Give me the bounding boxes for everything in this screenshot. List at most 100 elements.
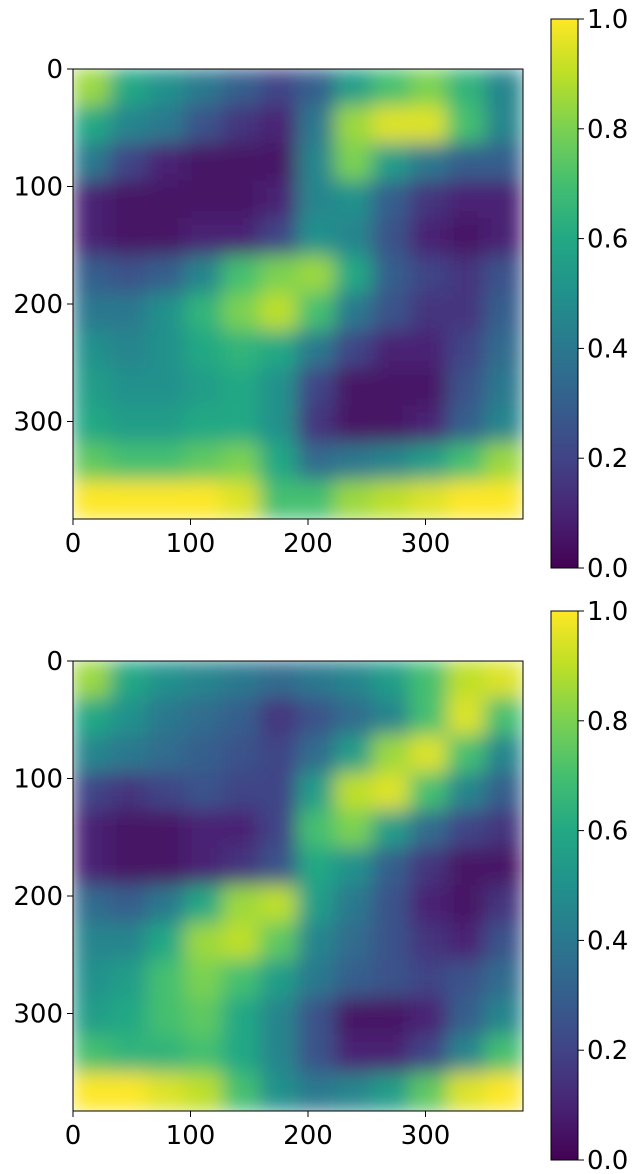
heatmap-cell [409,143,449,183]
heatmap-cell [222,330,262,370]
heatmap-cell [184,997,224,1037]
colorbar-1: 0.0 0.2 0.4 0.6 0.8 1.0 [550,5,628,584]
heatmap-cell [484,960,523,1000]
heatmap-2-x-axis: 0 100 200 300 [65,1111,450,1151]
heatmap-cell [334,847,374,887]
heatmap-cell [147,105,187,145]
heatmap-cell [184,180,224,220]
heatmap-cell [334,105,374,145]
heatmap-cell [222,255,262,295]
heatmap-cell [297,847,337,887]
heatmap-cell [147,810,187,850]
heatmap-cell [73,293,112,333]
heatmap-cell [297,330,337,370]
heatmap-cell [109,847,149,887]
heatmap-cell [184,960,224,1000]
heatmap-cell [147,735,187,775]
heatmap-cell [372,885,412,925]
heatmap-cell [259,810,299,850]
heatmap-cell [259,180,299,220]
heatmap-cell [222,697,262,737]
heatmap-cell [484,697,523,737]
heatmap-cell [297,772,337,812]
y-tick-label: 300 [13,1000,63,1030]
heatmap-cell [372,1035,412,1075]
heatmap-cell [372,810,412,850]
heatmap-cell [222,922,262,962]
heatmap-cell [409,330,449,370]
heatmap-cell [184,847,224,887]
heatmap-cell [372,180,412,220]
heatmap-cell [447,368,487,408]
heatmap-cell [334,1072,374,1111]
heatmap-cell [109,1035,149,1075]
heatmap-cell [184,697,224,737]
x-tick-label: 200 [283,529,333,559]
heatmap-cell [297,960,337,1000]
heatmap-cell [334,293,374,333]
heatmap-cell [447,180,487,220]
y-tick-label: 200 [13,882,63,912]
heatmap-cell [297,1035,337,1075]
heatmap-cell [184,218,224,258]
heatmap-cell [147,143,187,183]
heatmap-cell [73,368,112,408]
heatmap-cell [222,218,262,258]
heatmap-cell [372,922,412,962]
heatmap-cell [184,293,224,333]
heatmap-cell [109,105,149,145]
heatmap-cell [259,847,299,887]
heatmap-cell [484,480,523,519]
heatmap-cell [447,218,487,258]
heatmap-cell [109,443,149,483]
heatmap-cell [147,443,187,483]
heatmap-cell [372,368,412,408]
heatmap-cell [147,255,187,295]
heatmap-cell [109,697,149,737]
heatmap-1-x-axis: 0 100 200 300 [65,519,450,559]
heatmap-cell [484,443,523,483]
heatmap-cell [484,143,523,183]
heatmap-cell [484,997,523,1037]
heatmap-cell [222,772,262,812]
colorbar-tick-label: 0.8 [587,707,628,737]
heatmap-cell [184,405,224,445]
heatmap-cell [222,661,262,700]
colorbar-tick-label: 0.6 [587,225,628,255]
heatmap-cell [73,1035,112,1075]
heatmap-cell [297,480,337,519]
heatmap-cell [372,661,412,700]
heatmap-cell [259,661,299,700]
heatmap-cell [334,143,374,183]
y-tick-label: 300 [13,408,63,438]
heatmap-cell [447,1035,487,1075]
heatmap-cell [409,443,449,483]
heatmap-cell [259,105,299,145]
heatmap-cell [222,69,262,108]
heatmap-cell [334,69,374,108]
x-tick-label: 0 [65,529,82,559]
heatmap-cell [184,368,224,408]
heatmap-cell [409,772,449,812]
heatmap-cell [109,330,149,370]
heatmap-cell [73,661,112,700]
heatmap-cell [447,443,487,483]
heatmap-cell [73,480,112,519]
heatmap-cell [484,218,523,258]
heatmap-cell [484,368,523,408]
heatmap-cell [222,480,262,519]
heatmap-cell [447,885,487,925]
heatmap-cell [484,405,523,445]
heatmap-cell [147,180,187,220]
heatmap-cell [73,218,112,258]
heatmap-cell [297,143,337,183]
heatmap-cell [73,997,112,1037]
y-tick-label: 200 [13,290,63,320]
heatmap-cell [334,960,374,1000]
heatmap-cell [484,180,523,220]
heatmap-cell [147,330,187,370]
colorbar-tick-label: 0.8 [587,115,628,145]
heatmap-cell [147,218,187,258]
heatmap-cell [184,255,224,295]
heatmap-cell [73,772,112,812]
